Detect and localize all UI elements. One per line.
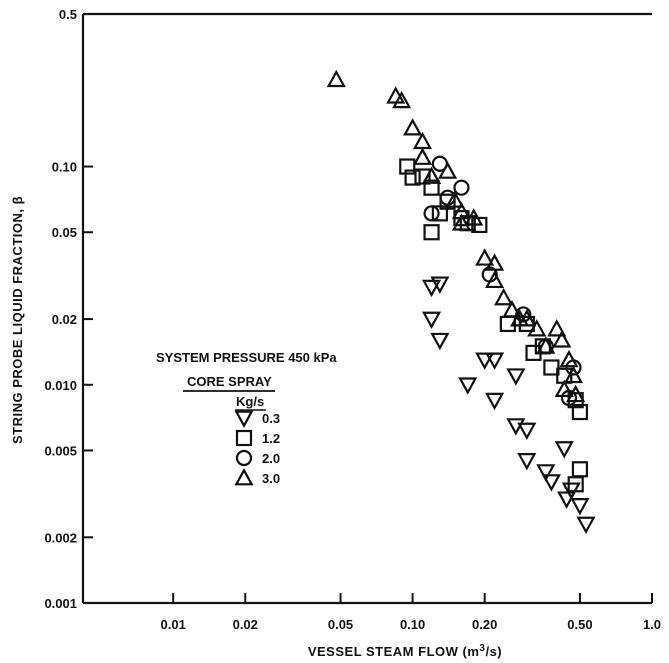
legend-title: SYSTEM PRESSURE 450 kPa [156, 350, 337, 365]
legend-label: 0.3 [262, 411, 280, 426]
data-point [541, 474, 561, 492]
data-point [566, 384, 586, 403]
data-point [421, 311, 442, 330]
data-point [517, 453, 537, 471]
data-point [515, 306, 532, 323]
data-point [571, 403, 589, 421]
legend-marker-triangle-up [234, 468, 254, 486]
data-point [403, 118, 423, 136]
data-point [485, 253, 505, 271]
data-point [570, 498, 590, 516]
legend-label: 3.0 [262, 471, 280, 486]
data-point [567, 476, 584, 493]
x-axis-title-superscript: 3 [479, 643, 485, 654]
series-0.3 [421, 276, 596, 535]
data-point [494, 287, 514, 306]
legend-unit: Kg/s [236, 394, 264, 409]
data-point [517, 309, 537, 327]
legend-subtitle: CORE SPRAY [187, 374, 272, 389]
data-point [412, 147, 433, 165]
x-tick-label: 0.50 [567, 617, 592, 632]
data-point [421, 166, 442, 184]
x-tick-label: 0.01 [161, 617, 186, 632]
data-point [554, 379, 574, 398]
y-tick-label: 0.10 [52, 160, 77, 175]
data-point [438, 161, 458, 179]
x-tick-label: 1.0 [643, 617, 661, 632]
legend-marker-triangle-down [234, 410, 254, 428]
data-point [485, 392, 505, 411]
y-tick-label: 0.002 [44, 530, 77, 545]
y-tick-label: 0.005 [44, 443, 77, 458]
legend-marker-circle [235, 449, 253, 467]
data-point [451, 201, 472, 220]
data-point [326, 69, 346, 88]
data-point [423, 179, 440, 196]
data-point [430, 332, 450, 351]
data-points [326, 69, 596, 535]
data-point [458, 377, 478, 395]
data-point [536, 336, 556, 354]
legend: SYSTEM PRESSURE 450 kPa CORE SPRAY Kg/s … [156, 350, 337, 486]
y-tick-label: 0.010 [44, 378, 77, 393]
y-tick-label: 0.05 [52, 225, 77, 240]
data-point [464, 208, 484, 226]
data-point [517, 422, 537, 441]
data-point [552, 330, 572, 348]
x-tick-label: 0.20 [472, 617, 497, 632]
data-point [445, 190, 465, 208]
series-3.0 [326, 69, 586, 403]
y-tick-label: 0.5 [59, 7, 77, 22]
data-point [543, 359, 560, 376]
data-point [485, 352, 505, 370]
data-point [404, 169, 421, 186]
data-point [421, 279, 442, 298]
y-tick-label: 0.02 [52, 312, 77, 327]
data-point [563, 365, 584, 384]
data-point [536, 464, 556, 482]
data-point [475, 248, 495, 266]
x-tick-label: 0.02 [233, 617, 258, 632]
y-axis-title: STRING PROBE LIQUID FRACTION, β [10, 196, 25, 444]
x-axis-title-tail: /s) [485, 644, 502, 659]
data-point [576, 516, 596, 535]
legend-label: 2.0 [262, 451, 280, 466]
data-point [423, 205, 440, 222]
data-point [571, 461, 589, 478]
legend-label: 1.2 [262, 431, 280, 446]
data-point [485, 270, 505, 289]
legend-marker-square [235, 429, 253, 447]
data-point [453, 179, 470, 196]
data-point [502, 300, 522, 318]
data-point [451, 213, 472, 231]
data-point [506, 368, 526, 386]
data-point [554, 441, 574, 459]
y-tick-label: 0.001 [44, 596, 77, 611]
data-point [392, 90, 412, 109]
x-tick-label: 0.10 [400, 617, 425, 632]
x-axis-title-main: VESSEL STEAM FLOW (m [308, 644, 480, 659]
axis-ticks: 0.001 0.002 0.005 0.010 0.02 0.05 0.10 0.5 0.01 0… [44, 7, 661, 632]
data-point [430, 276, 450, 294]
data-point [431, 205, 448, 222]
x-tick-label: 0.05 [328, 617, 353, 632]
data-point [557, 491, 577, 509]
data-point [547, 319, 567, 337]
data-point [559, 349, 579, 368]
legend-entries: 0.3 1.2 2.0 3.0 [234, 410, 280, 486]
data-point [527, 319, 547, 337]
data-point [475, 352, 495, 370]
x-axis-title: VESSEL STEAM FLOW (m3/s) [308, 643, 502, 659]
data-point [412, 131, 433, 150]
data-point [399, 158, 416, 175]
data-point [423, 224, 440, 241]
plot-frame [81, 12, 652, 605]
